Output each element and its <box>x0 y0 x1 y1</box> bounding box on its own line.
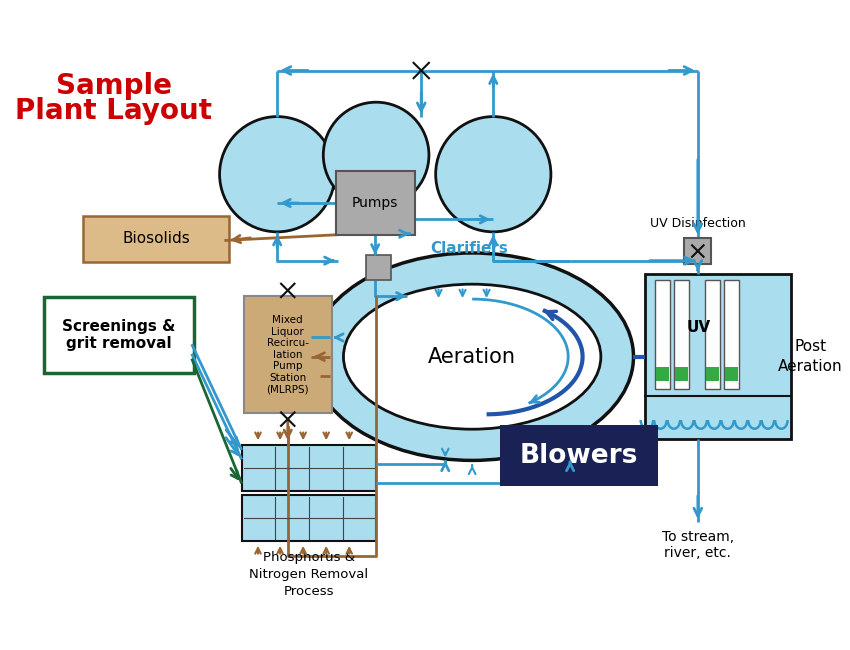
Text: Biosolids: Biosolids <box>122 231 190 246</box>
Ellipse shape <box>311 253 633 460</box>
Text: Blowers: Blowers <box>519 443 638 469</box>
Text: UV Disinfection: UV Disinfection <box>650 217 745 230</box>
FancyBboxPatch shape <box>44 297 194 373</box>
Text: Aeration: Aeration <box>428 346 516 367</box>
Text: Post
Aeration: Post Aeration <box>778 339 842 374</box>
Text: Plant Layout: Plant Layout <box>15 98 213 125</box>
Text: Clarifiers: Clarifiers <box>430 240 508 255</box>
FancyBboxPatch shape <box>83 216 230 261</box>
Bar <box>705 280 720 389</box>
Bar <box>723 280 740 389</box>
Circle shape <box>436 116 551 232</box>
Bar <box>241 445 376 491</box>
Text: Mixed
Liquor
Recircu-
lation
Pump
Station
(MLRPS): Mixed Liquor Recircu- lation Pump Statio… <box>266 315 309 395</box>
Circle shape <box>323 102 429 208</box>
FancyBboxPatch shape <box>244 296 332 413</box>
Text: Screenings &
grit removal: Screenings & grit removal <box>62 319 175 351</box>
Circle shape <box>219 116 335 232</box>
Bar <box>366 255 390 280</box>
Bar <box>674 280 689 389</box>
Bar <box>684 238 711 265</box>
Text: Phosphorus &
Nitrogen Removal
Process: Phosphorus & Nitrogen Removal Process <box>249 551 368 598</box>
Bar <box>654 280 670 389</box>
FancyBboxPatch shape <box>500 425 658 486</box>
Text: UV: UV <box>687 320 711 335</box>
Bar <box>655 367 669 381</box>
Bar <box>675 367 688 381</box>
Bar <box>725 367 738 381</box>
Text: Pumps: Pumps <box>352 196 399 210</box>
Ellipse shape <box>343 284 601 429</box>
Bar <box>645 274 791 439</box>
FancyBboxPatch shape <box>336 172 415 235</box>
Text: To stream,
river, etc.: To stream, river, etc. <box>662 530 734 560</box>
Bar <box>241 495 376 541</box>
Bar <box>706 367 719 381</box>
Text: Sample: Sample <box>56 72 172 101</box>
